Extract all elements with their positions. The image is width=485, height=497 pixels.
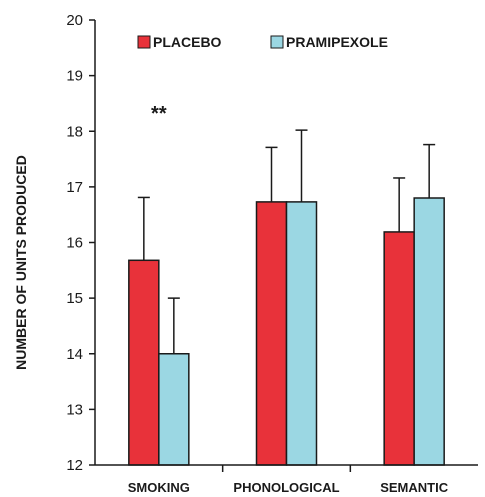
y-axis-label: NUMBER OF UNITS PRODUCED <box>13 155 29 370</box>
legend-swatch <box>137 35 151 49</box>
category-labels: SMOKING PHONOLOGICAL SEMANTIC <box>128 480 449 495</box>
y-tick-label: 16 <box>66 235 83 252</box>
y-tick-label: 20 <box>66 12 83 29</box>
legend-label: PLACEBO <box>153 34 222 50</box>
category-label: SEMANTIC <box>380 480 449 495</box>
y-tick-label: 12 <box>66 457 83 474</box>
bar <box>158 353 190 466</box>
category-label: SMOKING <box>128 480 190 495</box>
bar <box>383 231 415 466</box>
category-label: PHONOLOGICAL <box>233 480 339 495</box>
bar <box>285 201 318 466</box>
error-bars <box>137 129 436 354</box>
y-tick-label: 13 <box>66 401 83 418</box>
y-tick-label: 14 <box>66 346 83 363</box>
y-tick-label: 17 <box>66 179 83 196</box>
y-tick-label: 19 <box>66 68 83 85</box>
x-axis-ticks <box>221 465 352 472</box>
legend: PLACEBO PRAMIPEXOLE <box>137 34 388 50</box>
y-tick-label: 15 <box>66 290 83 307</box>
legend-swatch <box>270 35 284 49</box>
y-axis-ticks: 12 13 14 15 16 17 18 19 20 <box>66 12 95 474</box>
y-axis-label-group: NUMBER OF UNITS PRODUCED <box>13 155 29 370</box>
legend-label: PRAMIPEXOLE <box>286 34 388 50</box>
bar <box>413 197 445 466</box>
y-tick-label: 18 <box>66 123 83 140</box>
bar <box>255 201 288 466</box>
bar-series <box>128 197 445 466</box>
annotations: ** <box>151 103 167 125</box>
significance-annotation: ** <box>151 103 167 125</box>
bar <box>128 259 160 466</box>
